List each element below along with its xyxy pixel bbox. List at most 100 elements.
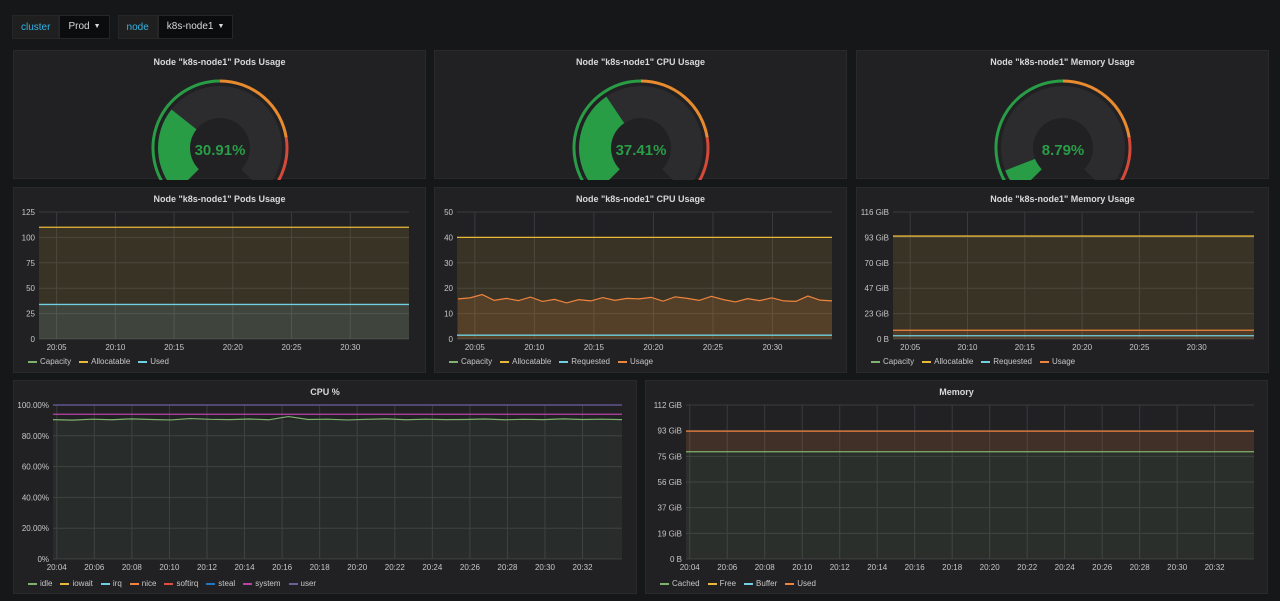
graph-legend: Capacity Allocatable Used <box>28 357 169 366</box>
node-select[interactable]: k8s-node1 ▼ <box>157 15 234 39</box>
legend-item-allocatable[interactable]: Allocatable <box>500 357 551 366</box>
legend-swatch <box>138 360 148 363</box>
idle-area <box>53 419 622 559</box>
allocatable-fill <box>457 237 832 339</box>
legend-item-softirq[interactable]: softirq <box>164 579 198 588</box>
legend-item-requested[interactable]: Requested <box>981 357 1032 366</box>
allocatable-fill <box>39 227 409 339</box>
legend-swatch <box>206 582 216 585</box>
panel-title[interactable]: CPU % <box>310 387 340 397</box>
x-tick-label: 20:30 <box>340 343 361 352</box>
x-tick-label: 20:32 <box>573 563 594 572</box>
legend-label: Buffer <box>756 579 778 588</box>
graph-panel-pods: Node "k8s-node1" Pods Usage 125 100 75 50 25… <box>13 187 426 373</box>
legend-swatch <box>660 582 669 585</box>
legend-swatch <box>129 582 139 585</box>
gauge-pods: 30.91% <box>151 79 289 197</box>
legend-item-user[interactable]: user <box>288 579 317 588</box>
legend-item-capacity[interactable]: Capacity <box>449 357 492 366</box>
gauge-threshold-arc <box>1062 79 1131 138</box>
panel-title[interactable]: Memory <box>939 387 974 397</box>
legend-swatch <box>744 582 754 585</box>
y-tick-label: 50 <box>444 208 453 217</box>
x-tick-label: 20:06 <box>84 563 105 572</box>
panel-title[interactable]: Node "k8s-node1" Memory Usage <box>990 194 1135 204</box>
x-tick-label: 20:20 <box>643 343 664 352</box>
x-tick-label: 20:14 <box>867 563 888 572</box>
gauge-threshold-arc <box>640 79 709 138</box>
x-tick-label: 20:18 <box>310 563 331 572</box>
legend-label: user <box>300 579 317 588</box>
panel-title[interactable]: Node "k8s-node1" Pods Usage <box>153 57 286 67</box>
y-tick-label: 19 GiB <box>658 529 682 538</box>
x-tick-label: 20:32 <box>1205 563 1226 572</box>
y-tick-label: 100 <box>22 233 36 242</box>
x-tick-label: 20:24 <box>422 563 443 572</box>
panel-title[interactable]: Node "k8s-node1" CPU Usage <box>575 57 706 67</box>
legend-item-requested[interactable]: Requested <box>559 357 610 366</box>
y-tick-label: 0 <box>449 335 454 344</box>
gauge-value-arc <box>579 96 625 192</box>
x-tick-label: 20:15 <box>1015 343 1036 352</box>
y-tick-label: 0% <box>37 555 49 564</box>
legend-item-free[interactable]: Free <box>707 579 736 588</box>
y-tick-label: 60.00% <box>22 463 49 472</box>
gauge-value-text: 30.91% <box>195 142 246 159</box>
legend-item-used[interactable]: Used <box>785 579 816 588</box>
legend-swatch <box>617 360 627 363</box>
legend-item-system[interactable]: system <box>243 579 281 588</box>
legend-item-steal[interactable]: steal <box>206 579 235 588</box>
gauge-cpu: 37.41% <box>572 79 710 197</box>
x-tick-label: 20:25 <box>282 343 303 352</box>
legend-item-usage[interactable]: Usage <box>1039 357 1076 366</box>
x-tick-label: 20:12 <box>830 563 851 572</box>
x-tick-label: 20:15 <box>584 343 605 352</box>
legend-swatch <box>100 582 110 585</box>
legend-item-allocatable[interactable]: Allocatable <box>922 357 973 366</box>
legend-item-capacity[interactable]: Capacity <box>28 357 71 366</box>
x-tick-label: 20:20 <box>347 563 368 572</box>
panel-title[interactable]: Node "k8s-node1" Memory Usage <box>990 57 1135 67</box>
legend-item-capacity[interactable]: Capacity <box>871 357 914 366</box>
legend-item-idle[interactable]: idle <box>28 579 52 588</box>
legend-item-iowait[interactable]: iowait <box>60 579 93 588</box>
legend-item-buffer[interactable]: Buffer <box>744 579 777 588</box>
x-tick-label: 20:26 <box>460 563 481 572</box>
legend-item-nice[interactable]: nice <box>129 579 156 588</box>
legend-label: Allocatable <box>934 357 974 366</box>
legend-swatch <box>79 360 89 363</box>
x-tick-label: 20:05 <box>47 343 68 352</box>
y-tick-label: 50 <box>26 284 35 293</box>
legend-item-cached[interactable]: Cached <box>660 579 700 588</box>
legend-item-used[interactable]: Used <box>138 357 169 366</box>
legend-label: Cached <box>672 579 700 588</box>
x-tick-label: 20:08 <box>122 563 143 572</box>
plot-area <box>39 212 409 339</box>
x-tick-label: 20:14 <box>235 563 256 572</box>
legend-label: Usage <box>1051 357 1076 366</box>
x-tick-label: 20:16 <box>905 563 926 572</box>
y-tick-label: 10 <box>444 310 453 319</box>
cached-area <box>686 451 1254 559</box>
x-tick-label: 20:20 <box>223 343 244 352</box>
gauge-panel-memory: Node "k8s-node1" Memory Usage 8.79% <box>856 50 1269 197</box>
plot-area <box>53 405 622 559</box>
legend-item-usage[interactable]: Usage <box>617 357 653 366</box>
gauge-memory: 8.79% <box>994 79 1132 197</box>
legend-item-irq[interactable]: irq <box>100 579 122 588</box>
x-tick-label: 20:05 <box>900 343 921 352</box>
panel-title[interactable]: Node "k8s-node1" Pods Usage <box>153 194 286 204</box>
cluster-select[interactable]: Prod ▼ <box>59 15 110 39</box>
gauge-threshold-arc <box>151 79 221 197</box>
y-tick-label: 40.00% <box>22 493 49 502</box>
panel-title[interactable]: Node "k8s-node1" CPU Usage <box>575 194 706 204</box>
legend-label: Capacity <box>40 357 72 366</box>
legend-swatch <box>559 360 569 363</box>
legend-label: Requested <box>571 357 610 366</box>
y-tick-label: 93 GiB <box>658 427 682 436</box>
variable-node: node k8s-node1 ▼ <box>117 15 234 39</box>
y-tick-label: 93 GiB <box>865 233 889 242</box>
legend-item-allocatable[interactable]: Allocatable <box>79 357 130 366</box>
cpu-percent-graph: 100.00% 80.00% 60.00% 40.00% 20.00% 0%20:04 20… <box>17 401 623 572</box>
y-tick-label: 56 GiB <box>658 478 682 487</box>
